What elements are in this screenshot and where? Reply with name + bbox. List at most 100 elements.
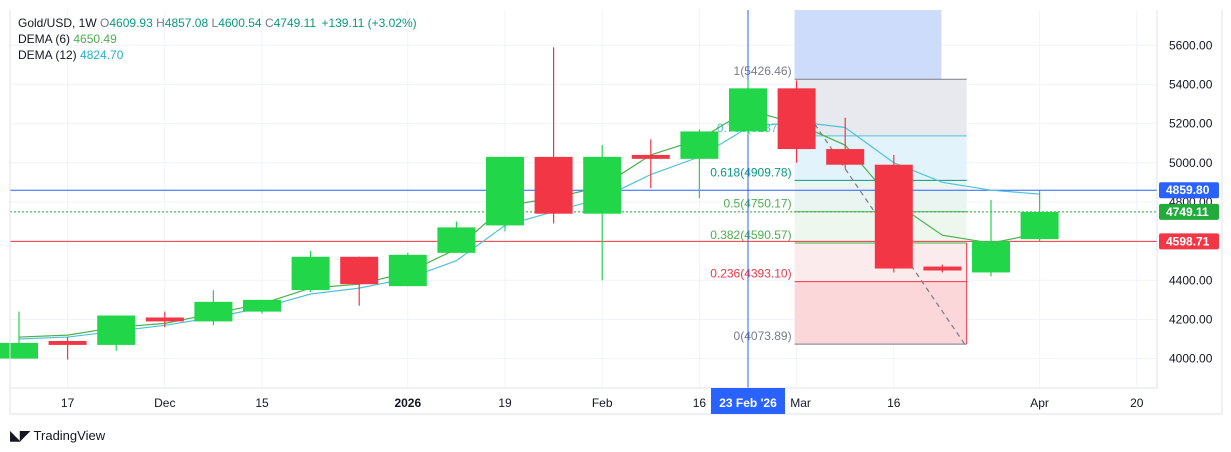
candle [145,311,184,328]
candle-body [486,156,524,226]
price-tick-label: 5400.00 [1169,77,1213,91]
projection-box [794,10,942,80]
candle [48,337,87,360]
candle [97,315,136,351]
dema12-label: DEMA (12) [18,48,77,62]
chart-legend: Gold/USD, 1W O4609.93 H4857.08 L4600.54 … [18,15,417,63]
price-tag-label: 4749.11 [1166,205,1209,219]
candle [486,156,524,232]
candle-body [826,149,865,165]
dema12-line [18,121,1040,340]
candle-body [972,241,1010,273]
candle-body [388,254,427,287]
candle [680,129,719,199]
candle [923,264,962,273]
candle-body [777,88,816,150]
legend-dema6-row[interactable]: DEMA (6) 4650.49 [18,31,417,47]
tradingview-brand[interactable]: ◣◤ TradingView [10,427,105,444]
price-tag-label: 4598.71 [1166,234,1210,248]
candle [243,299,281,314]
candle [972,199,1010,277]
price-tag [1159,182,1219,199]
dema6-value: 4650.49 [73,32,117,46]
candle [874,154,913,273]
low-value: 4600.54 [218,16,262,30]
candle-body [194,301,233,322]
candle-body [923,266,962,271]
low-label: L [211,16,219,30]
candle [388,252,427,287]
price-tag-label: 4859.80 [1166,183,1210,197]
time-tick-label: 16 [693,396,707,410]
candle [631,139,670,189]
dema6-label: DEMA (6) [18,32,71,46]
fib-level-label: 0.236(4393.10) [710,267,791,281]
tradingview-logo-icon: ◣◤ [10,427,31,443]
price-tick-label: 4000.00 [1169,352,1213,366]
fib-level-label: 0.618(4909.78) [710,165,791,179]
time-tick-label: 2026 [394,396,421,410]
candle [826,117,865,169]
candle [194,290,233,326]
high-value: 4857.08 [164,16,209,30]
candle-body [729,88,767,132]
symbol-title: Gold/USD, 1W [18,16,97,30]
candle [437,221,476,253]
candle [534,47,573,224]
candle [340,256,379,306]
brand-name: TradingView [33,428,106,443]
candle [1020,190,1059,242]
candle-body [48,340,87,345]
crosshair-date-label: 23 Feb '26 [719,396,777,410]
candle [777,80,816,163]
candle [583,145,622,281]
candle-body [1020,211,1059,240]
candle-body [340,256,379,285]
fib-zone [794,79,967,136]
candle-body [631,154,670,159]
legend-dema12-row[interactable]: DEMA (12) 4824.70 [18,47,417,63]
time-tick-label: Feb [592,396,613,410]
candle-body [874,164,913,269]
close-value: 4749.11 [273,16,317,30]
price-tick-label: 5000.00 [1169,156,1213,170]
candle-body [0,342,38,359]
candle-body [534,156,573,214]
time-tick-label: Mar [790,396,811,410]
price-tick-label: 5200.00 [1169,117,1213,131]
high-label: H [156,16,165,30]
dema6-line [18,109,1040,338]
time-tick-label: Dec [154,396,175,410]
candle-body [243,299,281,312]
time-tick-label: 16 [887,396,901,410]
candle [291,250,330,293]
fib-level-label: 0.5(4750.17) [724,197,792,211]
price-tick-label: 4200.00 [1169,312,1213,326]
fib-level-label: 0.382(4590.57) [710,228,791,242]
open-label: O [100,16,110,30]
fib-level-label: 1(5426.46) [734,64,792,78]
candle-body [145,317,184,322]
open-value: 4609.93 [109,16,153,30]
candle-body [583,156,622,214]
candle-body [291,256,330,291]
fib-trend-line [804,108,966,345]
candle-body [680,131,719,159]
fib-level-label: 0(4073.89) [734,329,792,343]
price-tick-label: 5600.00 [1169,38,1213,52]
time-tick-label: 15 [255,396,269,410]
time-tick-label: 17 [61,396,75,410]
time-tick-label: 19 [498,396,512,410]
candle-body [97,315,136,345]
time-tick-label: Apr [1030,396,1049,410]
legend-ohlc-row: Gold/USD, 1W O4609.93 H4857.08 L4600.54 … [18,15,417,31]
fib-zone [794,281,967,345]
price-tag [1159,203,1219,220]
close-label: C [264,16,274,30]
dema12-value: 4824.70 [80,48,124,62]
candle [729,80,767,136]
time-tick-label: 20 [1130,396,1144,410]
price-tag [1159,233,1219,250]
crosshair-date-tag [711,388,785,414]
